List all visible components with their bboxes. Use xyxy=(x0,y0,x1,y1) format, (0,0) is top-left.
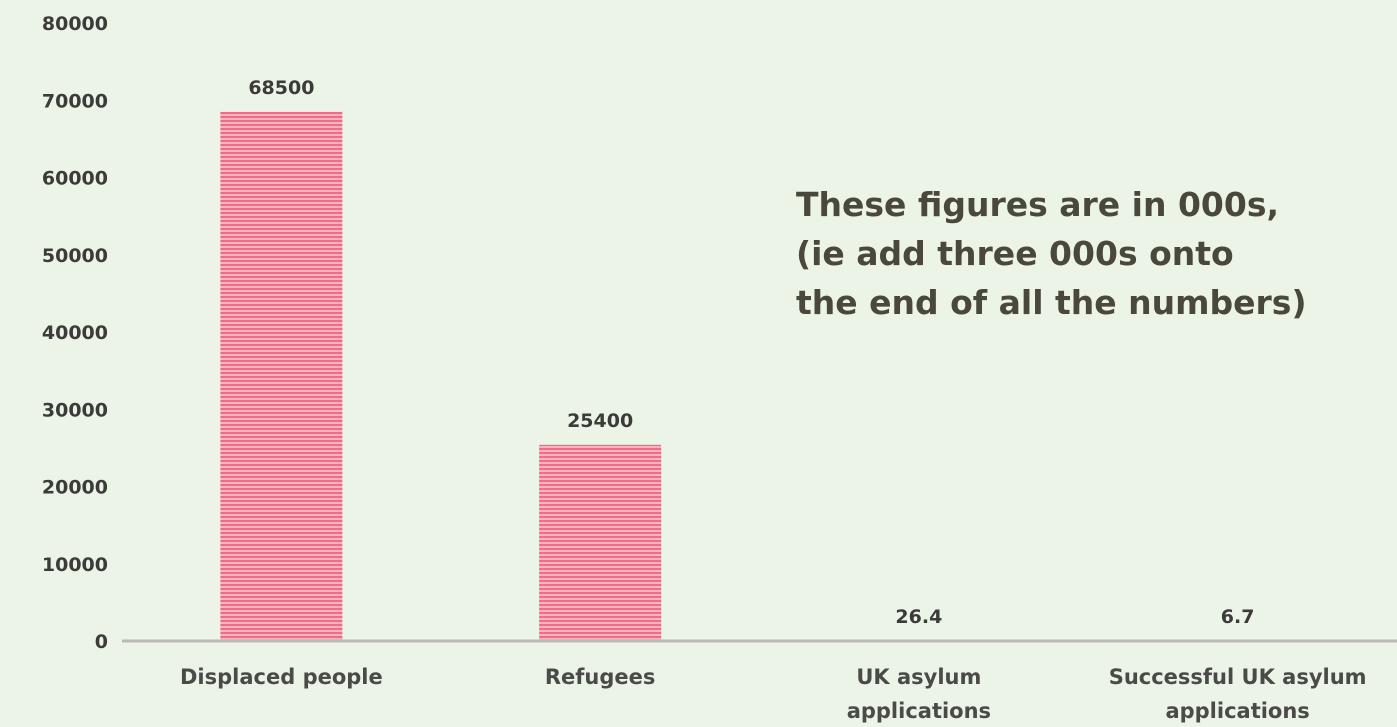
bar xyxy=(220,111,343,641)
x-tick-label-line: applications xyxy=(847,699,991,723)
x-tick-label-line: Refugees xyxy=(545,665,656,689)
x-tick-label-line: UK asylum xyxy=(856,665,981,689)
annotation-line-2: (ie add three 000s onto xyxy=(796,234,1234,273)
y-tick-label: 20000 xyxy=(42,477,108,499)
x-tick-label-line: Successful UK asylum xyxy=(1109,665,1367,689)
y-tick-label: 70000 xyxy=(42,90,108,112)
bar xyxy=(539,444,662,641)
y-tick-label: 40000 xyxy=(42,322,108,344)
data-label: 6.7 xyxy=(1221,606,1255,628)
data-label: 26.4 xyxy=(895,606,942,628)
x-tick-label: Successful UK asylum applications xyxy=(1109,665,1367,723)
x-tick-label: Refugees xyxy=(545,665,656,689)
data-label: 25400 xyxy=(567,410,633,432)
y-tick-label: 0 xyxy=(95,631,108,653)
data-label: 68500 xyxy=(248,77,314,99)
bars xyxy=(220,111,1299,641)
annotation-line-3: the end of all the numbers) xyxy=(796,283,1307,322)
annotation-line-1: These figures are in 000s, xyxy=(796,185,1280,224)
y-tick-label: 30000 xyxy=(42,399,108,421)
x-tick-label: UK asylum applications xyxy=(847,665,991,723)
data-labels: 68500 25400 26.4 6.7 xyxy=(248,77,1254,628)
y-tick-label: 60000 xyxy=(42,168,108,190)
y-tick-label: 50000 xyxy=(42,245,108,267)
category-labels: Displaced people Refugees UK asylum applica… xyxy=(180,665,1367,723)
y-tick-label: 80000 xyxy=(42,13,108,35)
x-tick-label-line: Displaced people xyxy=(180,665,383,689)
y-tick-label: 10000 xyxy=(42,554,108,576)
x-tick-label: Displaced people xyxy=(180,665,383,689)
units-annotation: These figures are in 000s, (ie add three… xyxy=(796,180,1307,327)
x-tick-label-line: applications xyxy=(1165,699,1309,723)
y-axis-ticks: 0 10000 20000 30000 40000 50000 60000 70000 8000… xyxy=(42,13,108,653)
